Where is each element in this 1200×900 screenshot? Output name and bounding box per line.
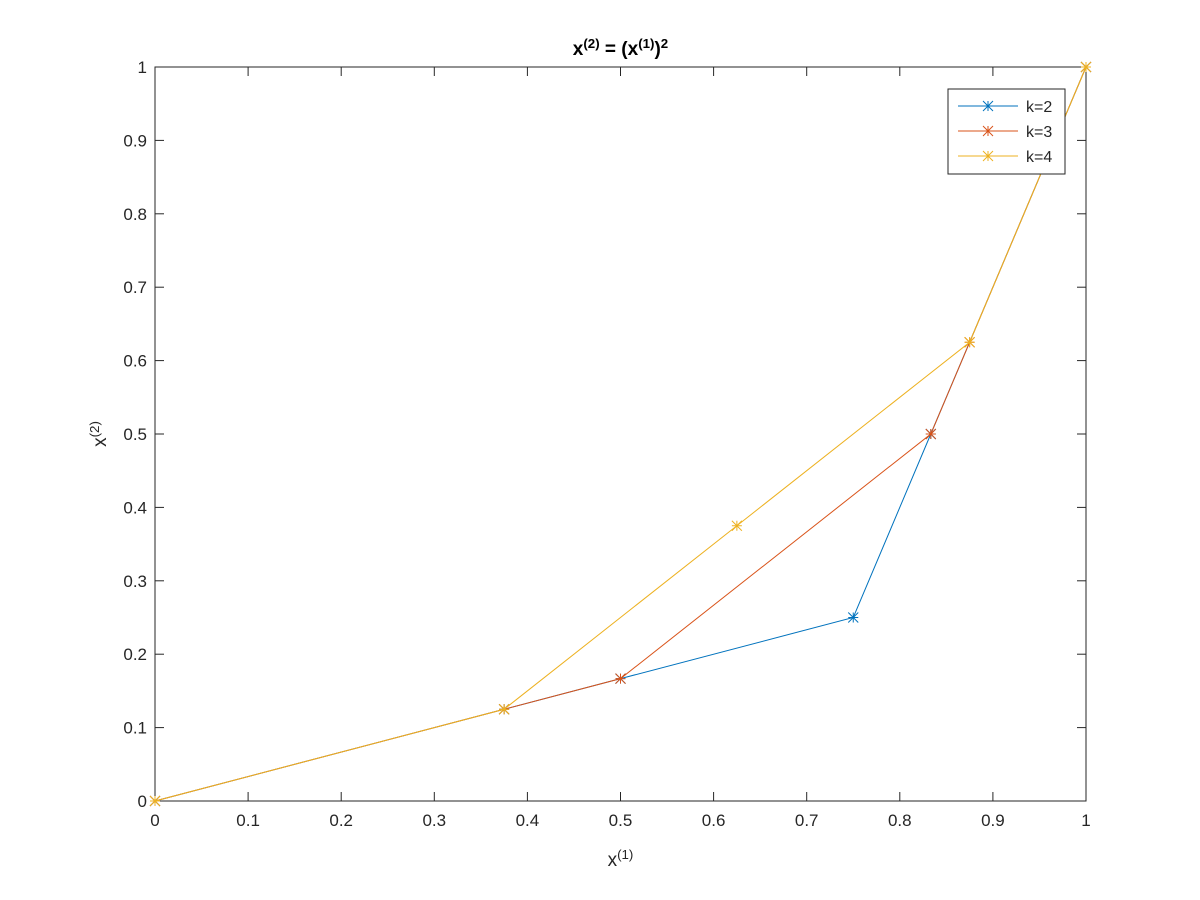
marker bbox=[1080, 61, 1092, 73]
x-tick-label: 0.7 bbox=[795, 811, 819, 830]
x-tick-label: 0.2 bbox=[329, 811, 353, 830]
marker bbox=[982, 100, 994, 112]
marker-stroke bbox=[847, 612, 859, 623]
chart-title-part: x bbox=[573, 39, 584, 60]
marker-stroke bbox=[1080, 61, 1092, 73]
plot-area bbox=[154, 66, 1087, 802]
legend-label: k=4 bbox=[1026, 149, 1052, 166]
x-tick-label: 0.5 bbox=[609, 811, 633, 830]
marker bbox=[925, 428, 937, 440]
y-tick-label: 0.6 bbox=[123, 352, 147, 371]
chart-title-part: (1) bbox=[638, 36, 654, 51]
y-tick-label: 0 bbox=[138, 792, 147, 811]
y-tick-label: 0.8 bbox=[123, 205, 147, 224]
marker-stroke bbox=[964, 336, 975, 348]
x-tick-label: 0 bbox=[150, 811, 159, 830]
y-tick-label: 1 bbox=[138, 58, 147, 77]
x-tick-label: 0.4 bbox=[516, 811, 540, 830]
y-axis-label: x(2) bbox=[87, 421, 112, 447]
marker-stroke bbox=[615, 673, 626, 684]
y-axis-label-part: x bbox=[90, 437, 111, 447]
legend-label: k=2 bbox=[1026, 99, 1052, 116]
marker bbox=[615, 673, 626, 684]
y-tick-label: 0.2 bbox=[123, 645, 147, 664]
x-tick-label: 0.9 bbox=[981, 811, 1005, 830]
x-axis-label-part: (1) bbox=[617, 847, 633, 862]
y-tick-label: 0.5 bbox=[123, 425, 147, 444]
x-tick-label: 0.8 bbox=[888, 811, 912, 830]
chart-title-part: = (x bbox=[600, 39, 639, 60]
marker bbox=[982, 125, 994, 137]
y-tick-label: 0.7 bbox=[123, 278, 147, 297]
y-tick-label: 0.3 bbox=[123, 572, 147, 591]
marker bbox=[964, 336, 975, 348]
chart-title-part: 2 bbox=[661, 36, 668, 51]
y-tick-label: 0.9 bbox=[123, 131, 147, 150]
marker-stroke bbox=[982, 100, 994, 112]
y-tick-label: 0.4 bbox=[123, 498, 147, 517]
marker-stroke bbox=[925, 428, 937, 440]
marker-stroke bbox=[982, 125, 994, 137]
marker bbox=[982, 150, 994, 162]
x-tick-label: 0.6 bbox=[702, 811, 726, 830]
marker bbox=[149, 795, 161, 807]
y-axis-label-part: (2) bbox=[87, 421, 102, 437]
marker bbox=[847, 612, 859, 623]
marker bbox=[498, 703, 510, 715]
x-tick-label: 0.1 bbox=[236, 811, 260, 830]
y-tick-label: 0.1 bbox=[123, 719, 147, 738]
marker-stroke bbox=[731, 520, 743, 532]
marker-stroke bbox=[982, 150, 994, 162]
chart-title: x(2) = (x(1))2 bbox=[573, 36, 668, 61]
legend-label: k=3 bbox=[1026, 124, 1052, 141]
marker bbox=[731, 520, 743, 532]
x-axis-label: x(1) bbox=[608, 847, 634, 872]
chart-title-part: (2) bbox=[583, 36, 599, 51]
x-axis-label-part: x bbox=[608, 850, 618, 871]
x-tick-label: 1 bbox=[1081, 811, 1090, 830]
marker-stroke bbox=[149, 795, 161, 807]
marker-stroke bbox=[498, 703, 510, 715]
x-tick-label: 0.3 bbox=[422, 811, 446, 830]
chart-title-part: ) bbox=[654, 39, 660, 60]
